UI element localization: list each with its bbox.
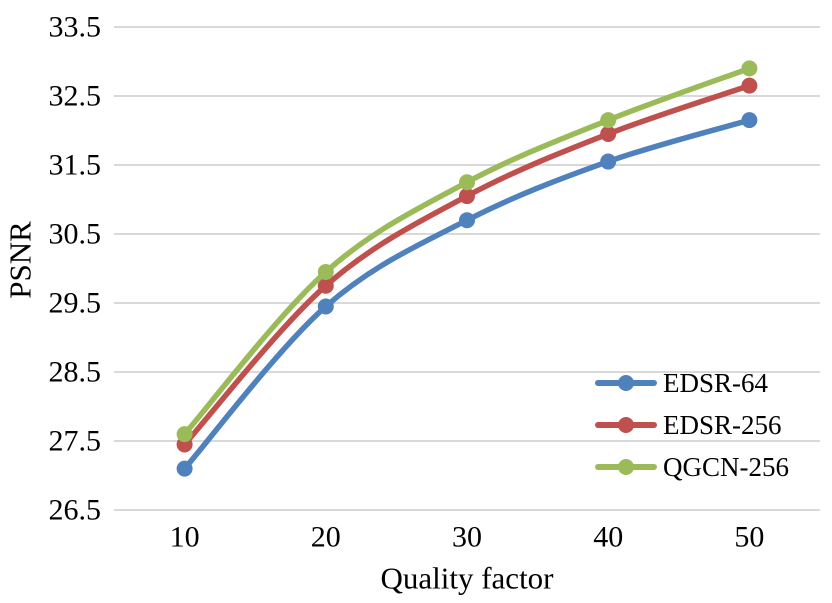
legend-label: QGCN-256 — [663, 451, 789, 482]
legend-line-marker-icon — [595, 459, 657, 475]
data-point-EDSR-64 — [600, 153, 617, 170]
data-point-EDSR-64 — [459, 212, 475, 229]
y-tick-label: 31.5 — [49, 149, 102, 182]
data-point-QGCN-256 — [600, 112, 617, 129]
data-point-QGCN-256 — [459, 174, 475, 191]
data-point-EDSR-64 — [176, 460, 193, 477]
legend: EDSR-64 EDSR-256 QGCN-256 — [595, 362, 789, 488]
data-point-EDSR-64 — [317, 298, 334, 315]
y-tick-label: 29.5 — [49, 287, 102, 320]
legend-item-EDSR-64: EDSR-64 — [595, 362, 789, 404]
data-point-QGCN-256 — [741, 60, 758, 77]
y-tick-label: 33.5 — [49, 11, 102, 44]
data-point-EDSR-256 — [459, 188, 475, 205]
y-tick-label: 26.5 — [49, 494, 102, 527]
data-point-QGCN-256 — [317, 263, 334, 280]
legend-line-marker-icon — [595, 417, 657, 433]
data-point-EDSR-64 — [741, 112, 758, 129]
x-tick-label: 30 — [452, 521, 482, 554]
y-tick-label: 27.5 — [49, 425, 102, 458]
legend-line-marker-icon — [595, 375, 657, 391]
x-tick-label: 40 — [593, 521, 623, 554]
data-point-EDSR-256 — [741, 77, 758, 94]
y-axis-title: PSNR — [2, 221, 38, 299]
y-tick-label: 30.5 — [49, 218, 102, 251]
y-tick-label: 32.5 — [49, 80, 102, 113]
legend-label: EDSR-64 — [663, 367, 769, 398]
legend-item-EDSR-256: EDSR-256 — [595, 404, 789, 446]
legend-item-QGCN-256: QGCN-256 — [595, 446, 789, 488]
data-point-EDSR-256 — [600, 125, 617, 142]
x-tick-label: 10 — [170, 521, 200, 554]
legend-label: EDSR-256 — [663, 409, 782, 440]
x-tick-label: 50 — [734, 521, 764, 554]
data-point-QGCN-256 — [176, 426, 193, 443]
x-tick-label: 20 — [311, 521, 341, 554]
y-tick-label: 28.5 — [49, 356, 102, 389]
x-axis-title: Quality factor — [380, 560, 554, 596]
data-point-EDSR-256 — [317, 277, 334, 294]
